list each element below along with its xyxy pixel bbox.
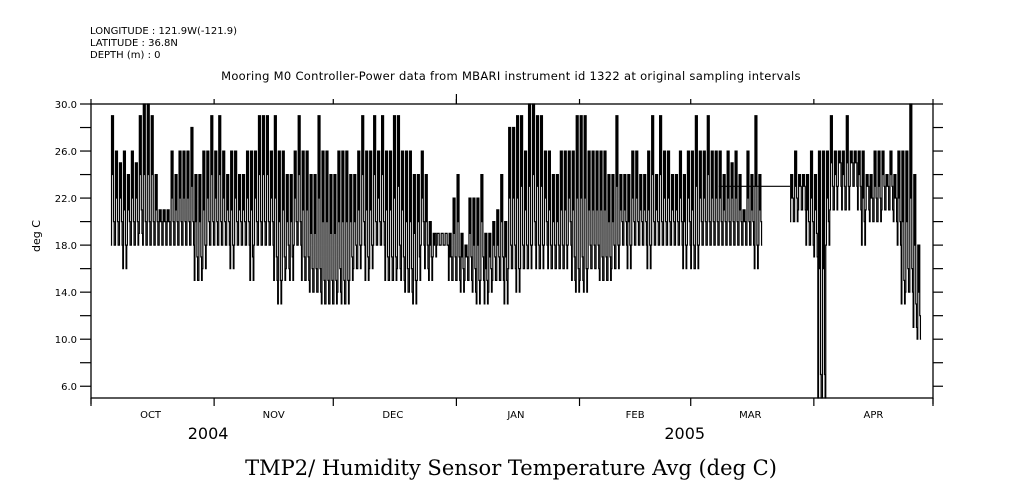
- plot-frame: [90, 103, 934, 399]
- y-tick-label: 6.0: [61, 382, 77, 393]
- chart-title: Mooring M0 Controller-Power data from MB…: [221, 69, 801, 83]
- x-axis-label: TMP2/ Humidity Sensor Temperature Avg (d…: [245, 456, 777, 480]
- x-month-label: NOV: [263, 410, 285, 421]
- x-year-label: 2005: [664, 424, 705, 443]
- latitude-label: LATITUDE : 36.8N: [90, 38, 178, 49]
- x-month-label: APR: [864, 410, 884, 421]
- x-ticks: OCT NOV DEC JAN FEB MAR APR 2004 2005: [90, 94, 934, 443]
- longitude-label: LONGITUDE : 121.9W(-121.9): [90, 26, 237, 37]
- header-info: LONGITUDE : 121.9W(-121.9) LATITUDE : 36…: [90, 26, 237, 61]
- y-tick-label: 18.0: [55, 241, 77, 252]
- depth-label: DEPTH (m) : 0: [90, 50, 161, 61]
- y-tick-label: 22.0: [55, 194, 77, 205]
- x-month-label: JAN: [506, 410, 524, 421]
- y-tick-label: 26.0: [55, 147, 77, 158]
- x-year-label: 2004: [188, 424, 229, 443]
- y-tick-label: 14.0: [55, 288, 77, 299]
- y-ticks: 6.0 10.0 14.0 18.0 22.0 26.0 30.0: [55, 100, 943, 404]
- series-line-segment-2: [790, 103, 922, 399]
- y-tick-label: 30.0: [55, 100, 77, 111]
- x-month-label: OCT: [140, 410, 162, 421]
- plot-series: [110, 103, 922, 399]
- series-line-segment-0: [110, 103, 763, 305]
- x-month-label: DEC: [382, 410, 403, 421]
- axes: [90, 103, 934, 399]
- y-tick-label: 10.0: [55, 335, 77, 346]
- x-month-label: MAR: [739, 410, 761, 421]
- x-month-label: FEB: [626, 410, 645, 421]
- y-axis-label: deg C: [30, 220, 43, 252]
